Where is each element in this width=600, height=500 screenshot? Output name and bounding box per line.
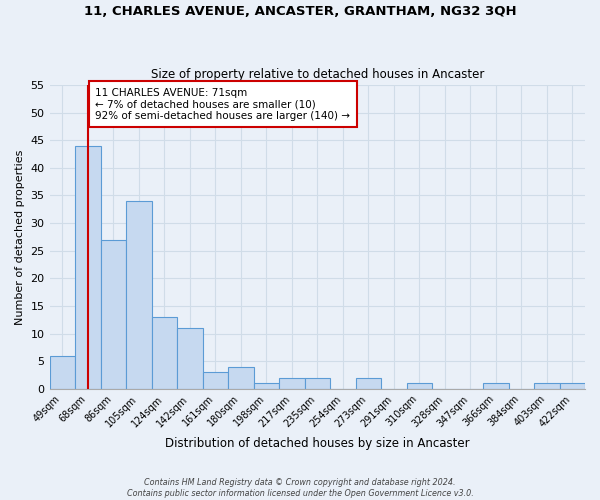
Y-axis label: Number of detached properties: Number of detached properties [15, 149, 25, 324]
Bar [152, 317, 177, 389]
Bar [305, 378, 330, 389]
Bar [177, 328, 203, 389]
Bar [407, 384, 432, 389]
Bar [228, 367, 254, 389]
Text: 11, CHARLES AVENUE, ANCASTER, GRANTHAM, NG32 3QH: 11, CHARLES AVENUE, ANCASTER, GRANTHAM, … [83, 5, 517, 18]
Bar [560, 384, 585, 389]
X-axis label: Distribution of detached houses by size in Ancaster: Distribution of detached houses by size … [165, 437, 470, 450]
Bar [254, 384, 279, 389]
Text: Contains HM Land Registry data © Crown copyright and database right 2024.
Contai: Contains HM Land Registry data © Crown c… [127, 478, 473, 498]
Bar [279, 378, 305, 389]
Bar [75, 146, 101, 389]
Bar [101, 240, 126, 389]
Bar [126, 201, 152, 389]
Title: Size of property relative to detached houses in Ancaster: Size of property relative to detached ho… [151, 68, 484, 81]
Bar [203, 372, 228, 389]
Bar [483, 384, 509, 389]
Text: 11 CHARLES AVENUE: 71sqm
← 7% of detached houses are smaller (10)
92% of semi-de: 11 CHARLES AVENUE: 71sqm ← 7% of detache… [95, 88, 350, 121]
Bar [534, 384, 560, 389]
Bar [50, 356, 75, 389]
Bar [356, 378, 381, 389]
